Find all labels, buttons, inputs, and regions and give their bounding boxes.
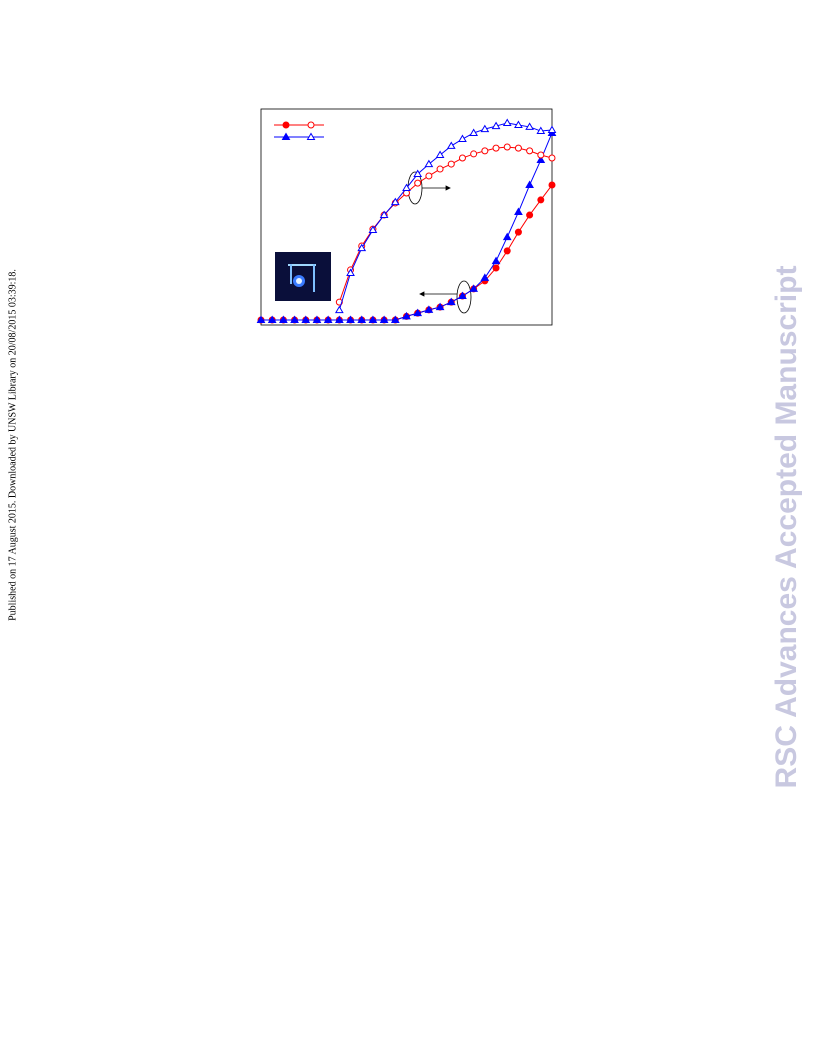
marker: [301, 315, 311, 324]
marker: [458, 291, 467, 300]
marker: [547, 125, 557, 133]
marker: [502, 118, 512, 127]
marker: [470, 150, 478, 158]
marker: [290, 315, 299, 324]
marker: [346, 268, 355, 276]
marker: [436, 165, 444, 173]
marker: [526, 211, 534, 219]
marker: [480, 273, 490, 281]
marker: [458, 154, 466, 162]
marker: [458, 134, 467, 143]
marker: [469, 128, 479, 136]
marker: [526, 147, 534, 155]
marker: [537, 196, 545, 204]
marker: [424, 305, 434, 313]
marker: [514, 120, 523, 128]
legend: [274, 121, 324, 140]
marker: [413, 308, 423, 317]
marker: [390, 315, 400, 324]
marker: [548, 154, 556, 162]
marker: [514, 144, 522, 152]
marker: [312, 315, 322, 324]
marker: [357, 243, 367, 252]
marker: [267, 315, 277, 324]
marker: [379, 210, 389, 219]
marker: [503, 143, 511, 151]
marker: [447, 160, 455, 168]
marker: [346, 315, 355, 324]
plot-frame: [260, 108, 553, 326]
marker: [424, 159, 434, 168]
marker: [548, 181, 556, 189]
marker: [402, 311, 411, 320]
marker: [469, 284, 479, 292]
marker: [402, 183, 411, 192]
marker: [334, 305, 344, 314]
marker: [446, 297, 456, 306]
marker: [379, 315, 389, 324]
marker: [481, 147, 489, 155]
marker: [492, 144, 500, 152]
marker: [435, 302, 445, 311]
marker: [536, 155, 546, 163]
marker: [446, 141, 456, 149]
marker: [414, 179, 422, 187]
marker: [492, 264, 500, 272]
marker: [357, 315, 367, 324]
marker: [256, 315, 266, 324]
annotations: [407, 171, 472, 314]
marker: [480, 124, 490, 133]
marker: [413, 169, 423, 178]
marker: [525, 122, 534, 130]
marker: [323, 315, 333, 324]
marker: [514, 207, 523, 216]
marker: [514, 228, 522, 236]
marker: [503, 247, 511, 255]
marker: [334, 315, 344, 324]
marker: [279, 315, 288, 324]
marker: [537, 151, 545, 159]
marker: [390, 197, 400, 206]
marker: [491, 121, 501, 130]
marker: [368, 315, 378, 324]
marker: [491, 256, 501, 265]
series-line: [338, 146, 553, 303]
marker: [435, 150, 445, 159]
marker: [502, 232, 512, 241]
inset-photo: [275, 252, 331, 301]
marker: [536, 126, 546, 135]
marker: [525, 180, 534, 189]
marker: [425, 172, 433, 180]
marker: [368, 225, 378, 233]
